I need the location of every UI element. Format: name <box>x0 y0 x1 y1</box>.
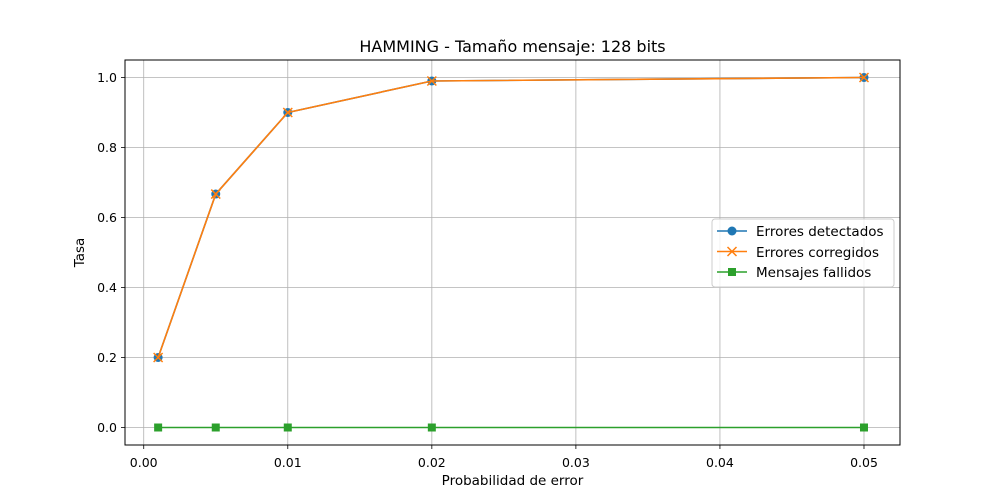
legend-handle-errores-detectados <box>717 226 747 236</box>
series-layer <box>153 72 870 432</box>
legend-handle-errores-corregidos <box>717 246 747 257</box>
data-point-mensajes-fallidos <box>283 423 292 432</box>
data-point-errores-corregidos <box>282 107 293 118</box>
legend-marker-errores-corregidos <box>726 246 738 257</box>
data-point-mensajes-fallidos <box>427 423 436 432</box>
data-point-mensajes-fallidos <box>154 423 163 432</box>
legend: Errores detectados Errores corregidos Me… <box>711 218 895 288</box>
x-tick-label: 0.02 <box>418 455 446 470</box>
legend-label-errores-corregidos: Errores corregidos <box>756 245 879 261</box>
x-axis-title: Probabilidad de error <box>442 473 584 489</box>
y-tick-label: 0.2 <box>97 350 117 365</box>
y-axis-title: Tasa <box>72 238 88 269</box>
plot-frame <box>124 59 901 446</box>
data-point-mensajes-fallidos <box>211 423 220 432</box>
data-point-errores-corregidos <box>858 72 870 83</box>
y-tick-label: 1.0 <box>97 70 117 85</box>
x-tick-label: 0.05 <box>850 455 878 470</box>
axis-ticks: 0.00 0.01 0.02 0.03 0.04 0.05 0.0 0.2 0.4 0.6 0.8 1… <box>97 70 878 470</box>
data-point-errores-corregidos <box>426 75 437 87</box>
data-point-errores-corregidos <box>153 352 164 363</box>
x-tick-label: 0.01 <box>274 455 302 470</box>
legend-handle-mensajes-fallidos <box>717 268 747 276</box>
series-errores-corregidos <box>153 72 870 363</box>
legend-label-mensajes-fallidos: Mensajes fallidos <box>756 265 871 281</box>
legend-marker-mensajes-fallidos <box>728 268 736 276</box>
y-tick-label: 0.8 <box>97 140 117 155</box>
data-point-errores-corregidos <box>210 189 221 200</box>
y-tick-label: 0.4 <box>97 280 117 295</box>
series-mensajes-fallidos <box>154 423 868 432</box>
legend-box <box>711 218 895 288</box>
data-point-mensajes-fallidos <box>859 423 868 432</box>
legend-marker-errores-detectados <box>727 226 737 236</box>
y-tick-label: 0.0 <box>97 420 117 435</box>
y-tick-label: 0.6 <box>97 210 117 225</box>
chart-title: HAMMING - Tamaño mensaje: 128 bits <box>359 37 665 56</box>
x-tick-label: 0.04 <box>706 455 734 470</box>
x-tick-label: 0.03 <box>562 455 590 470</box>
legend-items <box>717 226 747 276</box>
x-tick-label: 0.00 <box>130 455 158 470</box>
legend-label-errores-detectados: Errores detectados <box>756 224 884 240</box>
